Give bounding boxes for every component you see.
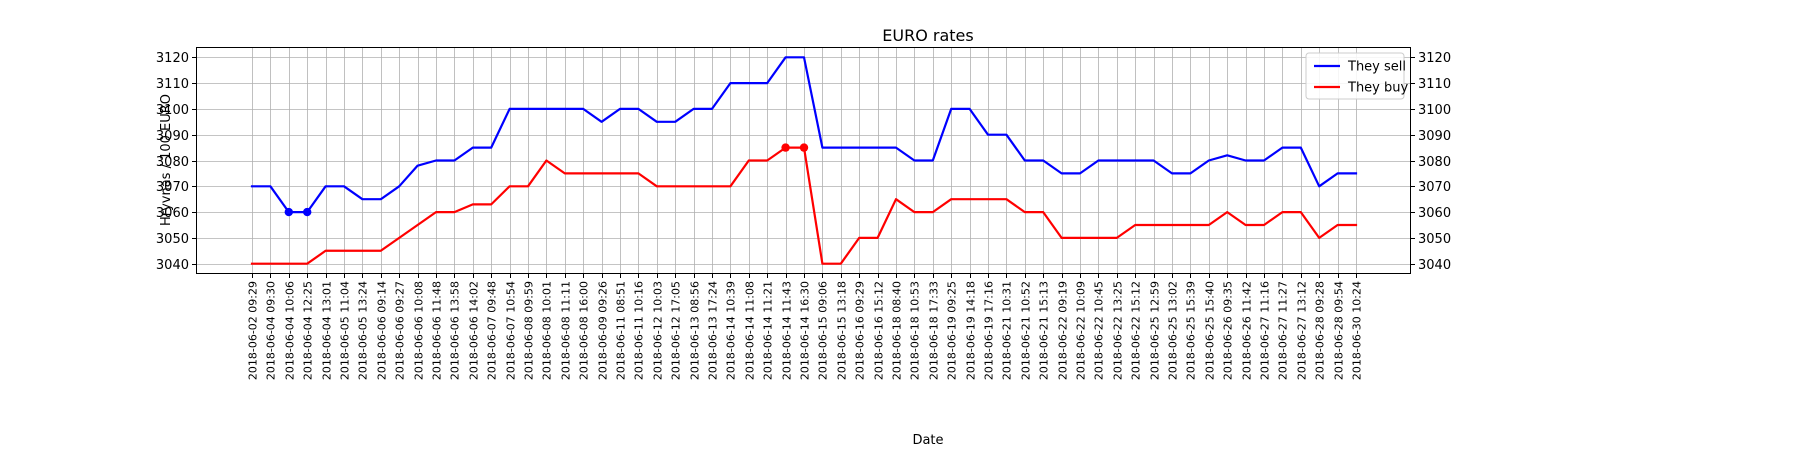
x-tick-label: 2018-06-27 11:16 xyxy=(1259,281,1272,380)
x-tick-label: 2018-06-28 09:54 xyxy=(1333,281,1346,380)
y-tick-label-right: 3120 xyxy=(1418,51,1451,66)
x-tick-label: 2018-06-19 09:25 xyxy=(946,281,959,380)
legend-label: They buy xyxy=(1347,81,1408,96)
series-group xyxy=(250,56,1358,265)
x-tick-label: 2018-06-08 16:00 xyxy=(578,281,591,380)
x-tick-label: 2018-06-18 10:53 xyxy=(909,281,922,380)
series-line xyxy=(250,56,1358,214)
x-tick-label: 2018-06-09 09:26 xyxy=(597,281,610,380)
plot-area xyxy=(196,47,1411,274)
y-tick-label: 3090 xyxy=(156,129,189,144)
x-tick-label: 2018-06-25 12:59 xyxy=(1149,281,1162,380)
x-tick-label: 2018-06-28 09:28 xyxy=(1314,281,1327,380)
x-axis: 2018-06-02 09:29 2018-06-04 09:30 2018-06-… xyxy=(247,274,1364,380)
x-tick-label: 2018-06-25 15:39 xyxy=(1185,281,1198,380)
x-tick-label: 2018-06-11 08:51 xyxy=(615,281,628,380)
x-tick-label: 2018-06-04 13:01 xyxy=(321,281,334,380)
x-tick-label: 2018-06-06 11:48 xyxy=(431,281,444,380)
y-tick-label: 3100 xyxy=(156,103,189,118)
y-tick-label-right: 3090 xyxy=(1418,129,1451,144)
y-tick-label-right: 3110 xyxy=(1418,77,1451,92)
y-tick-label-right: 3080 xyxy=(1418,155,1451,170)
series-marker xyxy=(781,143,790,152)
y-tick-label-right: 3100 xyxy=(1418,103,1451,118)
x-tick-label: 2018-06-13 08:56 xyxy=(689,281,702,380)
x-tick-label: 2018-06-15 13:18 xyxy=(836,281,849,380)
x-tick-label: 2018-06-04 09:30 xyxy=(265,281,278,380)
chart-title: EURO rates xyxy=(882,26,973,45)
x-tick-label: 2018-06-12 10:03 xyxy=(652,281,665,380)
x-tick-label: 2018-06-05 13:24 xyxy=(357,281,370,380)
x-tick-label: 2018-06-05 11:04 xyxy=(339,281,352,380)
x-tick-label: 2018-06-06 09:27 xyxy=(394,281,407,380)
x-tick-label: 2018-06-13 17:24 xyxy=(707,281,720,380)
legend: They sell They buy xyxy=(1305,52,1408,100)
y-tick-label-right: 3040 xyxy=(1418,258,1451,273)
plot-frame xyxy=(196,47,1411,274)
x-tick-label: 2018-06-11 10:16 xyxy=(633,281,646,380)
x-tick-label: 2018-06-27 13:12 xyxy=(1296,281,1309,380)
y-tick-label: 3040 xyxy=(156,258,189,273)
y-tick-label: 3080 xyxy=(156,155,189,170)
x-tick-label: 2018-06-22 13:25 xyxy=(1112,281,1125,380)
x-tick-label: 2018-06-02 09:29 xyxy=(247,281,260,380)
x-tick-label: 2018-06-26 09:35 xyxy=(1222,281,1235,380)
y-axis-label: Hryvnas / 100 EURO xyxy=(159,94,174,226)
x-tick-label: 2018-06-21 10:31 xyxy=(1001,281,1014,380)
x-tick-label: 2018-06-07 09:48 xyxy=(486,281,499,380)
y-tick-label: 3070 xyxy=(156,180,189,195)
y-axis-right: 3040 3050 3060 3070 3080 3090 3100 3110 3120 xyxy=(1411,51,1451,273)
series-marker xyxy=(799,143,809,152)
x-tick-label: 2018-06-12 17:05 xyxy=(670,281,683,380)
x-tick-label: 2018-06-21 10:52 xyxy=(1020,281,1033,380)
x-tick-label: 2018-06-04 12:25 xyxy=(302,281,315,380)
x-axis-label: Date xyxy=(912,433,943,448)
x-tick-label: 2018-06-22 15:12 xyxy=(1130,281,1143,380)
y-axis-left: 3040 3050 3060 3070 3080 3090 3100 3110 3120 xyxy=(156,51,196,273)
series-marker xyxy=(284,207,293,217)
x-tick-label: 2018-06-06 10:08 xyxy=(413,281,426,380)
x-tick-label: 2018-06-14 11:21 xyxy=(762,281,775,380)
x-tick-label: 2018-06-25 13:02 xyxy=(1167,281,1180,380)
x-tick-label: 2018-06-14 11:43 xyxy=(781,281,794,380)
x-tick-label: 2018-06-15 09:06 xyxy=(817,281,830,380)
x-tick-label: 2018-06-14 11:08 xyxy=(744,281,757,380)
x-tick-label: 2018-06-30 10:24 xyxy=(1351,281,1364,380)
x-tick-label: 2018-06-25 15:40 xyxy=(1204,281,1217,380)
x-tick-label: 2018-06-16 15:12 xyxy=(873,281,886,380)
y-tick-label: 3060 xyxy=(156,206,189,221)
x-tick-label: 2018-06-08 11:11 xyxy=(560,281,573,380)
y-tick-label: 3110 xyxy=(156,77,189,92)
x-tick-label: 2018-06-14 10:39 xyxy=(725,281,738,380)
y-tick-label: 3050 xyxy=(156,232,189,247)
x-tick-label: 2018-06-21 15:13 xyxy=(1038,281,1051,380)
x-tick-label: 2018-06-06 09:14 xyxy=(376,281,389,380)
x-tick-label: 2018-06-22 10:45 xyxy=(1093,281,1106,380)
x-tick-label: 2018-06-26 11:42 xyxy=(1241,281,1254,380)
x-tick-label: 2018-06-27 11:27 xyxy=(1277,281,1290,380)
y-tick-label: 3120 xyxy=(156,51,189,66)
x-tick-label: 2018-06-07 10:54 xyxy=(505,281,518,380)
x-tick-label: 2018-06-06 13:58 xyxy=(449,281,462,380)
y-tick-label-right: 3070 xyxy=(1418,180,1451,195)
x-tick-label: 2018-06-19 17:16 xyxy=(983,281,996,380)
x-tick-label: 2018-06-18 08:40 xyxy=(891,281,904,380)
x-tick-label: 2018-06-18 17:33 xyxy=(928,281,941,380)
legend-label: They sell xyxy=(1347,60,1406,75)
x-tick-label: 2018-06-19 14:18 xyxy=(965,281,978,380)
x-tick-label: 2018-06-08 10:01 xyxy=(541,281,554,380)
series-marker xyxy=(303,207,312,217)
x-tick-label: 2018-06-06 14:02 xyxy=(468,281,481,380)
x-tick-label: 2018-06-22 09:19 xyxy=(1057,281,1070,380)
x-tick-label: 2018-06-08 09:59 xyxy=(523,281,536,380)
x-tick-label: 2018-06-04 10:06 xyxy=(284,281,297,380)
x-tick-label: 2018-06-16 09:29 xyxy=(854,281,867,380)
x-tick-label: 2018-06-22 10:09 xyxy=(1075,281,1088,380)
x-tick-label: 2018-06-14 16:30 xyxy=(799,281,812,380)
y-tick-label-right: 3050 xyxy=(1418,232,1451,247)
y-tick-label-right: 3060 xyxy=(1418,206,1451,221)
